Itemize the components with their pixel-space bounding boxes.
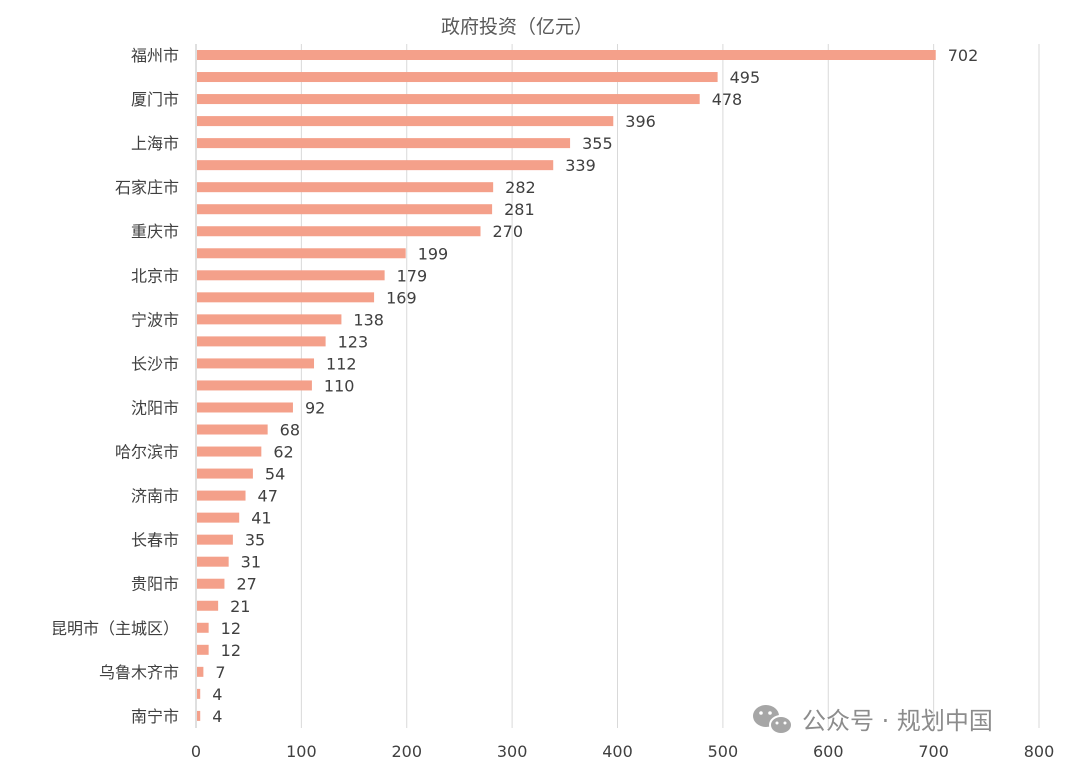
- data-label: 7: [215, 663, 225, 682]
- bar: [197, 556, 229, 567]
- bar: [197, 116, 614, 127]
- bar: [197, 160, 554, 171]
- bar: [197, 490, 246, 501]
- bar: [197, 380, 312, 391]
- x-tick-label: 400: [602, 742, 633, 761]
- y-tick-label: 长春市: [131, 531, 179, 550]
- chart-title: 政府投资（亿元）: [441, 16, 593, 38]
- bar: [197, 600, 219, 611]
- y-tick-label: 重庆市: [131, 222, 179, 241]
- data-label: 339: [565, 156, 596, 175]
- y-tick-label: 沈阳市: [131, 398, 179, 417]
- y-tick-label: 昆明市（主城区）: [51, 619, 179, 638]
- data-label: 35: [245, 531, 265, 550]
- watermark: 公众号 · 规划中国: [753, 705, 993, 735]
- bar: [197, 534, 233, 545]
- x-tick-label: 0: [191, 742, 201, 761]
- bar: [197, 622, 209, 633]
- bar: [197, 358, 315, 369]
- data-label: 478: [712, 90, 743, 109]
- data-label: 27: [236, 575, 256, 594]
- data-label: 169: [386, 288, 417, 307]
- data-label: 41: [251, 509, 271, 528]
- gridlines: [195, 44, 1040, 728]
- y-tick-label: 上海市: [131, 134, 179, 153]
- x-tick-label: 100: [286, 742, 317, 761]
- data-label: 281: [504, 200, 535, 219]
- bar: [197, 446, 262, 457]
- bar: [197, 710, 201, 721]
- y-tick-label: 贵阳市: [131, 575, 179, 594]
- bar: [197, 512, 240, 523]
- data-label: 31: [241, 553, 261, 572]
- wechat-icon: [753, 705, 793, 735]
- y-tick-label: 乌鲁木齐市: [99, 663, 179, 682]
- data-label: 4: [212, 707, 222, 726]
- y-tick-label: 南宁市: [131, 707, 179, 726]
- bar: [197, 666, 204, 677]
- bar: [197, 336, 326, 347]
- data-label: 123: [338, 332, 369, 351]
- y-axis-labels: 福州市厦门市上海市石家庄市重庆市北京市宁波市长沙市沈阳市哈尔滨市济南市长春市贵阳…: [51, 46, 179, 726]
- y-tick-label: 哈尔滨市: [115, 443, 179, 462]
- data-label: 396: [625, 112, 656, 131]
- bar: [197, 424, 268, 435]
- bar: [197, 138, 571, 149]
- bar: [197, 248, 406, 259]
- bar: [197, 182, 494, 193]
- data-label: 112: [326, 354, 357, 373]
- y-tick-label: 石家庄市: [115, 178, 179, 197]
- data-label: 47: [258, 487, 278, 506]
- data-label: 355: [582, 134, 613, 153]
- data-label: 54: [265, 465, 285, 484]
- bar: [197, 644, 209, 655]
- data-label: 282: [505, 178, 536, 197]
- watermark-text: 公众号 · 规划中国: [802, 707, 993, 735]
- bar: [197, 468, 253, 479]
- y-tick-label: 长沙市: [131, 354, 179, 373]
- data-label: 68: [280, 421, 300, 440]
- data-label: 702: [948, 46, 979, 65]
- bar: [197, 292, 375, 303]
- x-tick-label: 200: [391, 742, 422, 761]
- bar: [197, 204, 493, 215]
- bar: [197, 94, 700, 105]
- x-axis-labels: 0 100 200 300 400 500 600 700 800: [191, 742, 1054, 761]
- data-label: 110: [324, 376, 355, 395]
- y-tick-label: 宁波市: [131, 310, 179, 329]
- data-label: 62: [273, 443, 293, 462]
- bars: [197, 50, 936, 721]
- bar: [197, 314, 342, 325]
- bar: [197, 578, 225, 589]
- y-tick-label: 北京市: [131, 266, 179, 285]
- x-tick-label: 700: [918, 742, 949, 761]
- bar: [197, 402, 293, 413]
- data-label: 4: [212, 685, 222, 704]
- bar: [197, 226, 481, 237]
- data-label: 12: [221, 641, 241, 660]
- bar: [197, 50, 936, 60]
- data-label: 495: [730, 68, 761, 87]
- data-label: 179: [397, 266, 428, 285]
- data-label: 12: [221, 619, 241, 638]
- data-label: 21: [230, 597, 250, 616]
- data-label: 92: [305, 398, 325, 417]
- y-tick-label: 济南市: [131, 487, 179, 506]
- bar: [197, 688, 201, 699]
- data-label: 138: [353, 310, 384, 329]
- y-tick-label: 福州市: [131, 46, 179, 65]
- bar: [197, 72, 718, 83]
- x-tick-label: 300: [497, 742, 528, 761]
- data-label: 270: [493, 222, 524, 241]
- x-tick-label: 500: [708, 742, 739, 761]
- x-tick-label: 800: [1024, 742, 1055, 761]
- x-tick-label: 600: [813, 742, 844, 761]
- bar: [197, 270, 385, 281]
- y-tick-label: 厦门市: [131, 90, 179, 109]
- data-label: 199: [418, 244, 449, 263]
